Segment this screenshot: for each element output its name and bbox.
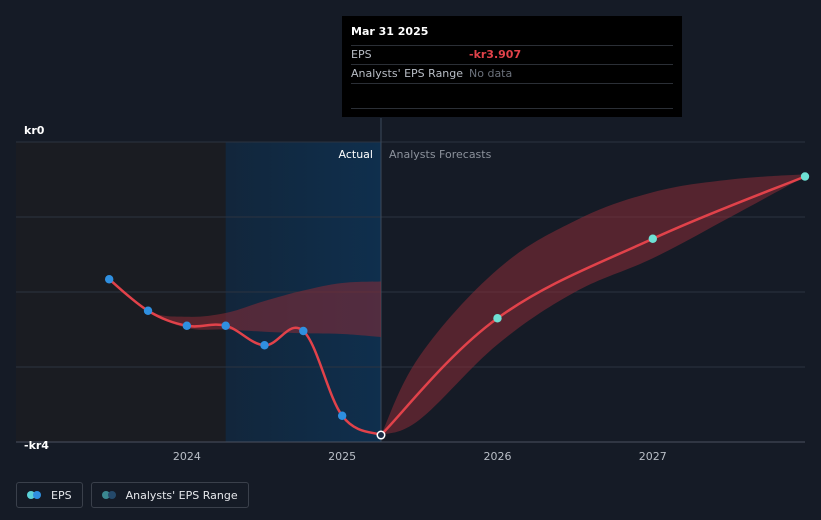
tooltip-eps-label: EPS (351, 48, 372, 61)
eps-actual-marker (182, 321, 192, 330)
tooltip: Mar 31 2025 EPS -kr3.907 Analysts' EPS R… (342, 16, 682, 117)
x-tick-label: 2025 (328, 450, 356, 463)
tooltip-range-value: No data (469, 67, 513, 80)
eps-actual-marker (299, 326, 308, 336)
x-tick-label: 2024 (173, 450, 201, 463)
y-tick-label: kr0 (24, 124, 45, 137)
forecast-label: Analysts Forecasts (389, 148, 492, 161)
eps-forecast-marker (493, 314, 502, 323)
legend-range-label: Analysts' EPS Range (125, 488, 238, 502)
eps-actual-marker (221, 321, 230, 330)
legend-eps-icon (27, 491, 45, 499)
legend-range-icon (101, 491, 120, 499)
eps-actual-marker (104, 275, 114, 284)
legend-item-range[interactable]: Analysts' EPS Range (90, 482, 249, 508)
x-tick-label: 2027 (639, 450, 667, 463)
eps-marker-selected-core (377, 432, 384, 439)
eps-actual-marker (337, 411, 347, 420)
eps-forecast-line (379, 175, 807, 437)
eps-actual-line (107, 278, 383, 437)
actual-label: Actual (339, 148, 373, 161)
tooltip-range-label: Analysts' EPS Range (351, 67, 464, 80)
tooltip-date: Mar 31 2025 (351, 25, 429, 38)
eps-forecast-marker (800, 172, 810, 181)
legend: EPS Analysts' EPS Range (16, 482, 249, 508)
tooltip-row-eps: EPS -kr3.907 (351, 45, 673, 64)
tooltip-spacer (351, 83, 673, 109)
y-tick-label: -kr4 (24, 439, 49, 452)
x-tick-label: 2026 (483, 450, 511, 463)
eps-forecast-marker (648, 234, 657, 243)
eps-actual-marker (143, 306, 153, 315)
eps-range-band (380, 174, 805, 436)
legend-item-eps[interactable]: EPS (16, 482, 83, 508)
tooltip-row-range: Analysts' EPS Range No data (351, 64, 673, 83)
tooltip-eps-value: -kr3.907 (469, 48, 522, 61)
eps-actual-marker (260, 341, 269, 350)
legend-eps-label: EPS (51, 488, 72, 502)
